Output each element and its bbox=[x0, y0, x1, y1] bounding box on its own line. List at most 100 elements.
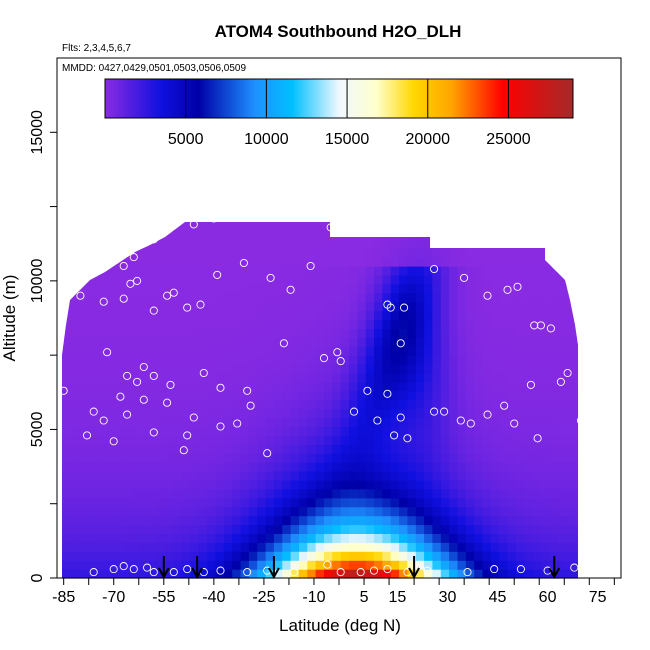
field-cell bbox=[173, 301, 183, 312]
field-cell bbox=[407, 292, 417, 303]
field-cell bbox=[232, 328, 242, 338]
field-cell bbox=[557, 390, 567, 401]
field-cell bbox=[415, 506, 425, 517]
field-cell bbox=[173, 417, 183, 427]
field-cell bbox=[216, 195, 225, 205]
field-cell bbox=[399, 506, 408, 517]
field-cell bbox=[332, 239, 342, 249]
field-cell bbox=[173, 230, 183, 240]
field-cell bbox=[440, 506, 450, 517]
field-cell bbox=[90, 346, 100, 356]
field-cell bbox=[474, 230, 484, 240]
field-cell bbox=[98, 435, 108, 445]
field-cell bbox=[207, 560, 217, 570]
field-cell bbox=[374, 462, 383, 472]
field-cell bbox=[557, 479, 567, 490]
field-cell bbox=[216, 204, 225, 214]
field-cell bbox=[123, 426, 133, 436]
field-cell bbox=[65, 381, 75, 392]
field-cell bbox=[449, 417, 458, 427]
field-cell bbox=[240, 337, 250, 347]
field-cell bbox=[215, 515, 225, 526]
field-cell bbox=[90, 569, 100, 579]
field-cell bbox=[165, 462, 175, 472]
field-cell bbox=[223, 283, 233, 294]
field-cell bbox=[315, 551, 325, 561]
field-cell bbox=[440, 230, 450, 240]
field-cell bbox=[374, 283, 383, 294]
field-cell bbox=[148, 560, 158, 570]
field-cell bbox=[273, 399, 283, 410]
field-cell bbox=[583, 328, 592, 338]
field-cell bbox=[265, 266, 275, 276]
sample-point bbox=[143, 563, 152, 572]
field-cell bbox=[257, 283, 267, 294]
field-cell bbox=[407, 266, 417, 276]
field-cell bbox=[199, 213, 208, 223]
field-cell bbox=[557, 319, 567, 329]
field-cell bbox=[98, 292, 108, 303]
field-cell bbox=[432, 560, 442, 570]
field-cell bbox=[182, 346, 191, 356]
field-cell bbox=[515, 524, 525, 534]
field-cell bbox=[499, 569, 509, 579]
field-cell bbox=[499, 346, 509, 356]
field-cell bbox=[82, 515, 91, 526]
field-cell bbox=[132, 283, 141, 294]
field-cell bbox=[82, 497, 91, 508]
field-cell bbox=[432, 524, 442, 534]
field-cell bbox=[165, 408, 175, 419]
field-cell bbox=[390, 230, 400, 240]
field-cell bbox=[349, 506, 358, 517]
sample-point bbox=[139, 362, 148, 372]
field-cell bbox=[173, 257, 183, 267]
field-cell bbox=[299, 239, 308, 249]
field-cell bbox=[474, 488, 484, 499]
field-cell bbox=[415, 551, 425, 561]
sample-point bbox=[576, 416, 586, 425]
field-cell bbox=[65, 399, 75, 410]
field-cell bbox=[207, 222, 217, 231]
field-cell bbox=[540, 337, 550, 347]
sample-point bbox=[233, 419, 242, 428]
field-cell bbox=[532, 533, 542, 543]
field-cell bbox=[207, 346, 217, 356]
field-cell bbox=[324, 399, 333, 410]
field-cell bbox=[583, 284, 592, 294]
field-cell bbox=[416, 195, 425, 205]
field-cell bbox=[340, 515, 350, 526]
field-cell bbox=[290, 373, 300, 383]
field-cell bbox=[299, 222, 308, 231]
field-cell bbox=[182, 551, 191, 561]
field-cell bbox=[499, 373, 509, 383]
sample-point bbox=[336, 357, 345, 366]
field-cell bbox=[574, 337, 578, 347]
field-cell bbox=[591, 444, 600, 454]
field-cell bbox=[357, 569, 367, 579]
dates-note: MMDD: 0427,0429,0501,0503,0506,0509 bbox=[62, 63, 246, 74]
field-cell bbox=[248, 274, 258, 285]
field-cell bbox=[349, 399, 358, 410]
sample-point bbox=[89, 407, 98, 416]
field-cell bbox=[157, 257, 166, 267]
x-tick-label: 75 bbox=[589, 589, 607, 606]
field-cell bbox=[424, 346, 433, 356]
field-cell bbox=[315, 488, 325, 499]
field-cell bbox=[265, 542, 275, 552]
field-cell bbox=[132, 426, 141, 436]
field-cell bbox=[132, 213, 141, 223]
field-cell bbox=[265, 569, 275, 579]
y-axis-label: Altitude (m) bbox=[0, 275, 19, 362]
field-cell bbox=[440, 408, 450, 419]
field-cell bbox=[82, 310, 91, 321]
field-cell bbox=[74, 204, 83, 214]
field-cell bbox=[82, 266, 91, 276]
field-cell bbox=[374, 435, 383, 445]
field-cell bbox=[540, 497, 550, 508]
field-cell bbox=[115, 283, 125, 294]
field-cell bbox=[98, 524, 108, 534]
field-cell bbox=[524, 515, 534, 526]
field-cell bbox=[148, 515, 158, 526]
field-cell bbox=[257, 310, 267, 321]
field-cell bbox=[290, 569, 300, 579]
